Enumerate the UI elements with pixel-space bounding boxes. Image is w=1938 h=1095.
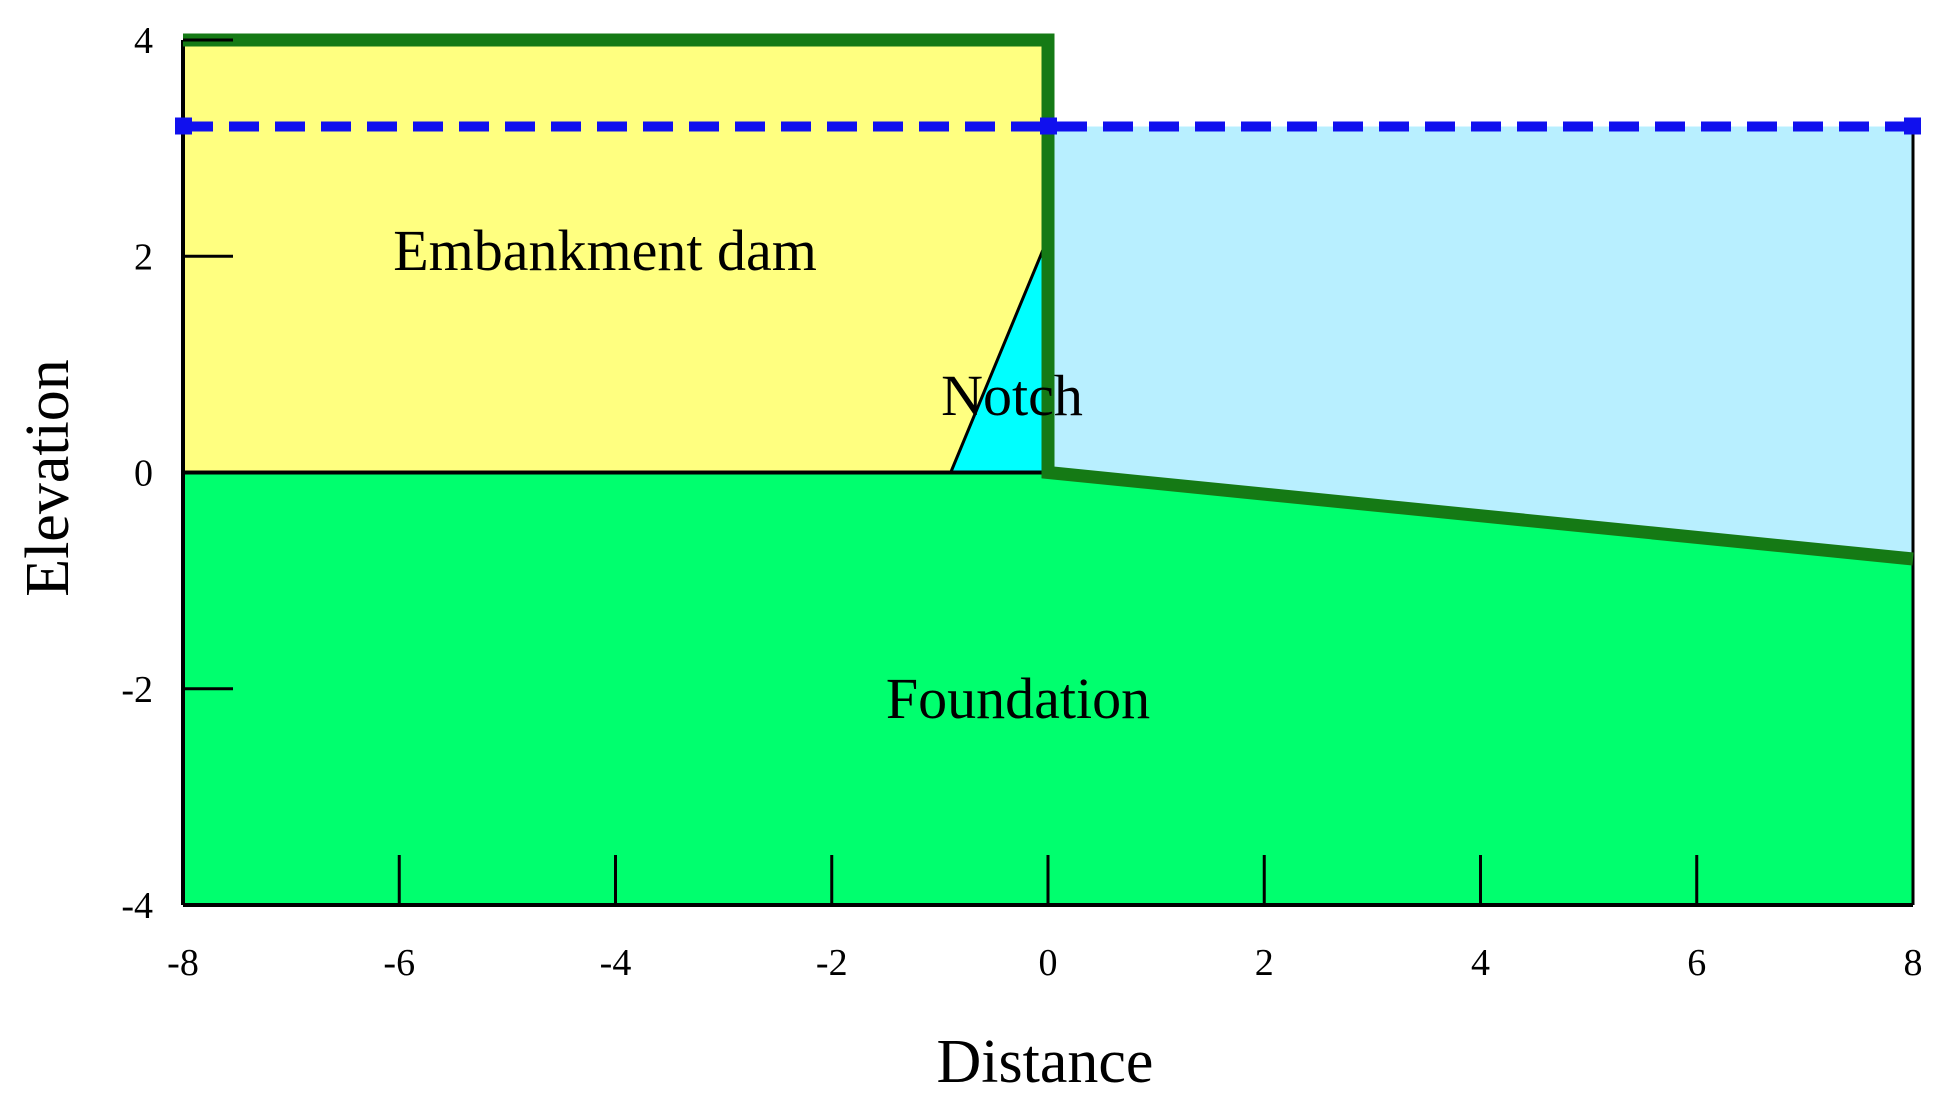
y-tick-label: 0 bbox=[134, 453, 153, 495]
reservoir-water-region bbox=[1048, 126, 1913, 559]
embankment-dam-label: Embankment dam bbox=[393, 218, 817, 283]
regions-layer bbox=[183, 40, 1913, 905]
x-tick-label: 2 bbox=[1255, 942, 1274, 984]
boundary-condition-line bbox=[183, 33, 1914, 566]
x-tick-label: 0 bbox=[1039, 942, 1058, 984]
x-tick-label: -4 bbox=[600, 942, 632, 984]
y-axis-title: Elevation bbox=[14, 359, 82, 597]
x-tick-label: 4 bbox=[1471, 942, 1490, 984]
water-table-marker-left bbox=[175, 117, 192, 135]
y-tick-label: 4 bbox=[134, 20, 153, 62]
foundation-label: Foundation bbox=[886, 666, 1150, 731]
x-tick-label: -2 bbox=[816, 942, 848, 984]
water-table-marker-right bbox=[1904, 117, 1921, 135]
foundation-region bbox=[183, 472, 1913, 905]
y-tick-label: -4 bbox=[121, 885, 153, 927]
water-table-marker-mid bbox=[1040, 117, 1057, 135]
y-tick-label: 2 bbox=[134, 236, 153, 278]
x-tick-label: 8 bbox=[1904, 942, 1923, 984]
x-axis-title: Distance bbox=[937, 1028, 1154, 1095]
y-tick-label: -2 bbox=[121, 669, 153, 711]
embankment-dam-region bbox=[183, 40, 1048, 473]
x-tick-label: -8 bbox=[167, 942, 199, 984]
x-tick-label: -6 bbox=[383, 942, 415, 984]
ticks-layer: -8 -6 -4 -2 0 2 4 6 8 4 2 0 -2 -4 bbox=[121, 20, 1922, 984]
x-tick-label: 6 bbox=[1687, 942, 1706, 984]
notch-label: Notch bbox=[941, 363, 1083, 428]
